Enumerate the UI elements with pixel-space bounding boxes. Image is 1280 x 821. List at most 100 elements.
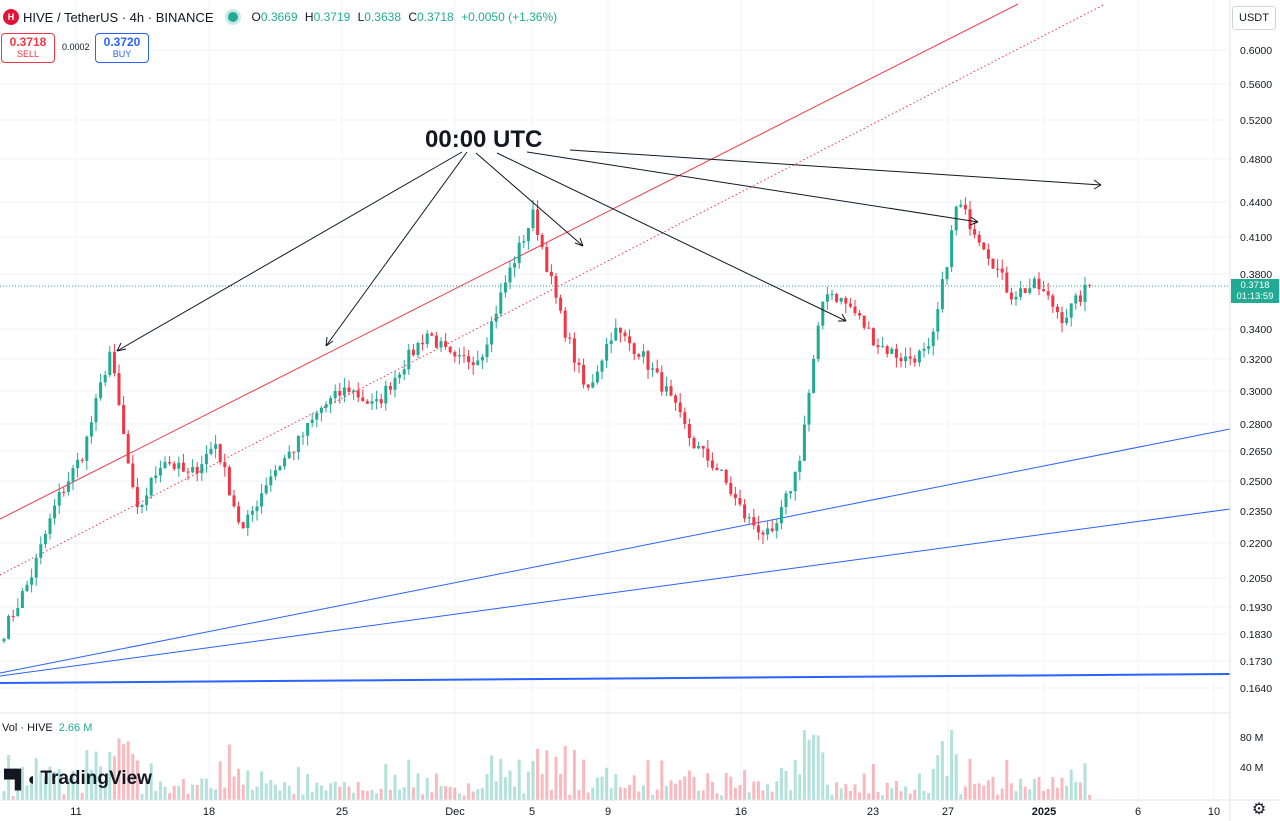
price-tick-label: 0.1730 <box>1240 656 1272 668</box>
gear-icon[interactable]: ⚙ <box>1251 801 1267 818</box>
candle-body <box>936 309 940 332</box>
candle-body <box>908 356 912 359</box>
volume-bar <box>126 741 130 800</box>
candle-body <box>545 247 549 272</box>
volume-bar <box>53 771 57 800</box>
candle-body <box>186 471 190 473</box>
volume-bar <box>186 793 190 800</box>
volume-legend[interactable]: Vol · HIVE 2.66 M <box>2 722 92 734</box>
volume-bar <box>1023 786 1027 800</box>
red-trendline <box>0 3 1019 520</box>
volume-bar <box>71 770 75 800</box>
volume-bar <box>784 771 788 800</box>
candle-body <box>660 372 664 392</box>
candle-body <box>485 344 489 358</box>
volume-bar <box>324 790 328 800</box>
candle-body <box>204 453 208 465</box>
candle-body <box>241 522 245 529</box>
candle-body <box>11 615 15 617</box>
candle-body <box>1023 288 1027 293</box>
price-tick-label: 0.3200 <box>1240 354 1272 366</box>
volume-bar <box>62 794 66 800</box>
volume-bar <box>287 785 291 800</box>
annotation-arrow <box>475 152 584 247</box>
volume-bar <box>614 774 618 800</box>
candle-body <box>775 523 779 531</box>
price-tick-label: 0.2350 <box>1240 506 1272 518</box>
candle-body <box>720 469 724 471</box>
volume-bar <box>890 788 894 800</box>
volume-bar <box>508 770 512 800</box>
candle-body <box>614 327 618 341</box>
candle-body <box>310 419 314 424</box>
volume-bar <box>862 773 866 800</box>
candle-body <box>71 468 75 482</box>
volume-bar <box>812 734 816 800</box>
candle-body <box>227 467 231 496</box>
volume-bar <box>637 791 641 800</box>
volume-bar <box>204 778 208 800</box>
candle-body <box>1009 292 1013 300</box>
candle-body <box>1028 288 1032 293</box>
volume-bar <box>333 781 337 800</box>
volume-bar <box>292 793 296 800</box>
candle-body <box>632 343 636 355</box>
candle-body <box>770 528 774 531</box>
ohlc-values: O0.3669 H0.3719 L0.3638 C0.3718 +0.0050 … <box>251 10 558 24</box>
hive-logo-icon: H <box>3 9 19 25</box>
volume-bar <box>250 789 254 800</box>
currency-selector[interactable]: USDT <box>1232 6 1276 30</box>
volume-bar <box>835 782 839 800</box>
volume-bar <box>467 783 471 800</box>
volume-bar <box>365 790 369 800</box>
volume-bar <box>255 786 259 800</box>
candle-body <box>835 294 839 302</box>
sell-button[interactable]: 0.3718 SELL <box>1 33 55 63</box>
annotation-arrow <box>526 151 979 226</box>
volume-bar <box>623 787 627 800</box>
volume-bar <box>913 789 917 800</box>
volume-bar <box>499 759 503 800</box>
time-tick-label: 5 <box>529 806 535 818</box>
candle-body <box>517 242 521 264</box>
volume-bar <box>844 784 848 800</box>
candle-body <box>480 357 484 361</box>
volume-bar <box>793 759 797 800</box>
volume-bar <box>356 782 360 800</box>
time-tick-label: 11 <box>70 806 81 818</box>
candle-body <box>591 382 595 388</box>
candle-body <box>1014 296 1018 300</box>
candle-body <box>927 346 931 349</box>
volume-bar <box>1051 777 1055 800</box>
volume-bar <box>34 758 38 800</box>
price-tick-label: 0.1930 <box>1240 602 1272 614</box>
volume-bar <box>66 778 70 800</box>
price-tick-label: 0.2800 <box>1240 419 1272 431</box>
candle-body <box>333 391 337 399</box>
candle-body <box>494 313 498 322</box>
volume-bar <box>503 777 507 800</box>
volume-bar <box>398 789 402 800</box>
volume-bar <box>724 772 728 800</box>
volume-bar <box>7 755 11 800</box>
volume-bar <box>269 779 273 800</box>
candle-body <box>766 528 770 535</box>
volume-bar <box>986 780 990 800</box>
tradingview-logo[interactable]: ▀▌◖ TradingView <box>4 768 152 790</box>
volume-bar <box>825 784 829 800</box>
candle-body <box>315 412 319 420</box>
candle-body <box>287 451 291 459</box>
volume-bar <box>11 795 15 800</box>
candle-body <box>991 258 995 269</box>
volume-bar <box>338 786 342 800</box>
candle-body <box>250 510 254 515</box>
price-tick-label: 0.5600 <box>1240 79 1272 91</box>
price-tick-label: 0.1830 <box>1240 629 1272 641</box>
symbol-title[interactable]: HIVE / TetherUS · 4h · BINANCE <box>23 9 214 25</box>
volume-bar <box>209 788 213 800</box>
volume-bar <box>775 781 779 800</box>
candle-body <box>34 557 38 578</box>
buy-button[interactable]: 0.3720 BUY <box>95 33 149 63</box>
volume-bar <box>706 773 710 800</box>
